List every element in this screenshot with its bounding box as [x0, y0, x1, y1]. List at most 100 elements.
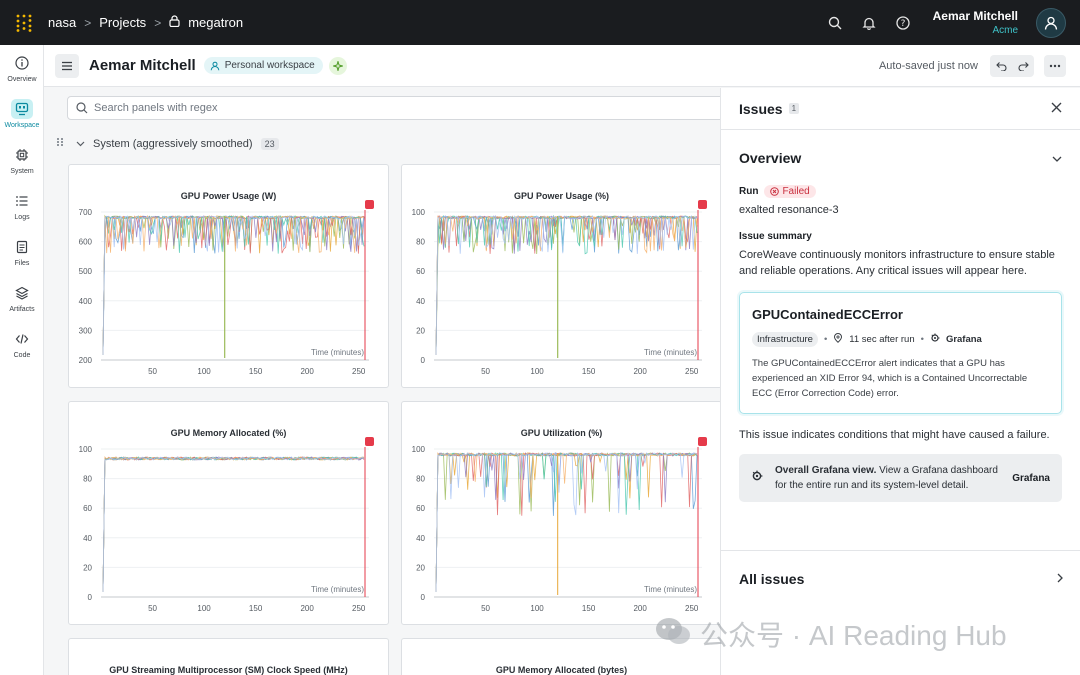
y-tick-label: 200 [79, 356, 93, 365]
separator-dot: • [920, 334, 924, 345]
y-tick-label: 60 [416, 504, 425, 513]
panel-title: GPU Power Usage (W) [180, 191, 277, 201]
y-tick-label: 300 [79, 326, 93, 335]
hamburger-icon [62, 61, 72, 70]
series-line [435, 215, 698, 356]
chart-panel-gpu-memory-percent[interactable]: GPU Memory Allocated (%) 100 80 60 40 20 0 50 1… [68, 401, 389, 625]
chart-panel-sm-clock[interactable]: GPU Streaming Multiprocessor (SM) Clock … [68, 638, 389, 675]
search-placeholder: Search panels with regex [94, 102, 218, 114]
series-line [435, 215, 698, 356]
sparkle-icon[interactable] [328, 56, 347, 75]
undo-button[interactable] [990, 55, 1012, 77]
issue-time: 11 sec after run [849, 334, 915, 345]
x-tick-label: 150 [582, 367, 596, 376]
close-icon[interactable] [1051, 100, 1062, 118]
sidebar-item-overview[interactable]: Overview [0, 45, 44, 91]
breadcrumb-project[interactable]: megatron [188, 15, 244, 30]
search-input[interactable]: Search panels with regex [67, 96, 720, 120]
x-axis-label: Time (minutes) [311, 585, 364, 594]
svg-text:?: ? [900, 19, 905, 29]
search-icon[interactable] [827, 15, 843, 31]
sidebar-item-logs[interactable]: Logs [0, 183, 44, 229]
sidebar-item-label: Code [13, 352, 31, 359]
summary-text: CoreWeave continuously monitors infrastr… [739, 249, 1055, 277]
chart-panel-gpu-memory-bytes[interactable]: GPU Memory Allocated (bytes) [401, 638, 720, 675]
sidebar-item-files[interactable]: Files [0, 229, 44, 275]
y-tick-label: 0 [88, 593, 93, 602]
sidebar-item-artifacts[interactable]: Artifacts [0, 275, 44, 321]
run-name[interactable]: exalted resonance-3 [739, 204, 839, 216]
issue-card[interactable]: GPUContainedECCError Infrastructure • 11… [739, 292, 1062, 414]
series-line [435, 214, 698, 356]
user-info[interactable]: Aemar Mitchell Acme [933, 9, 1018, 36]
autosave-status: Auto-saved just now [878, 59, 978, 72]
drawer-title: Issues [739, 100, 783, 117]
run-row: Run Failed [739, 185, 1062, 198]
y-tick-label: 60 [83, 504, 92, 513]
overview-section: Overview Run Failed exalted resonance-3 … [721, 130, 1080, 502]
chart-panel-gpu-power-watts[interactable]: GPU Power Usage (W) 700 600 500 400 300 200 50… [68, 164, 389, 388]
x-tick-label: 250 [352, 367, 366, 376]
more-icon [1049, 64, 1061, 67]
grafana-icon [930, 333, 940, 346]
wandb-logo-icon[interactable] [0, 14, 48, 32]
y-tick-label: 80 [416, 238, 425, 247]
x-axis-label: Time (minutes) [644, 348, 697, 357]
panel-title: GPU Utilization (%) [520, 428, 603, 438]
chevron-down-icon[interactable] [76, 138, 85, 150]
panel-title: GPU Streaming Multiprocessor (SM) Clock … [109, 665, 348, 675]
series-line [435, 452, 698, 593]
redo-button[interactable] [1012, 55, 1034, 77]
chart-panel-gpu-power-percent[interactable]: GPU Power Usage (%) 100 80 60 40 20 0 50 100 150… [401, 164, 720, 388]
sidebar-item-workspace[interactable]: Workspace [0, 91, 44, 137]
issues-count: 1 [788, 103, 800, 114]
breadcrumb-entity[interactable]: nasa [48, 15, 77, 30]
condition-text: This issue indicates conditions that mig… [739, 429, 1050, 441]
avatar[interactable] [1036, 7, 1066, 38]
alert-flag-icon[interactable] [365, 200, 374, 209]
sidebar-item-code[interactable]: Code [0, 321, 44, 367]
x-tick-label: 200 [300, 367, 314, 376]
page-title: Aemar Mitchell [89, 57, 196, 74]
series-line [102, 215, 365, 356]
series-line [102, 214, 365, 356]
y-tick-label: 100 [412, 445, 426, 454]
chart-panel-gpu-utilization[interactable]: GPU Utilization (%) 100 80 60 40 20 0 50 100 150… [401, 401, 720, 625]
list-icon [11, 191, 33, 211]
panel-title: GPU Power Usage (%) [513, 191, 610, 201]
panel-title: GPU Memory Allocated (%) [170, 428, 287, 438]
sidebar-item-label: Workspace [4, 122, 40, 129]
drag-handle-icon[interactable] [56, 137, 64, 150]
lock-icon [169, 15, 180, 30]
alert-flag-icon[interactable] [698, 437, 707, 446]
alert-flag-icon[interactable] [365, 437, 374, 446]
all-issues-row[interactable]: All issues [721, 550, 1080, 606]
workspace-badge[interactable]: Personal workspace [203, 57, 323, 74]
section-header[interactable]: System (aggressively smoothed) 23 [56, 137, 279, 150]
grafana-callout-bold: Overall Grafana view. [775, 465, 877, 476]
issue-description: The GPUContainedECCError alert indicates… [752, 358, 1028, 399]
chevron-right-icon[interactable] [1057, 570, 1063, 588]
help-icon[interactable]: ? [895, 15, 911, 31]
grafana-link[interactable]: Grafana [1012, 472, 1050, 484]
y-tick-label: 20 [416, 563, 425, 572]
sidebar-item-system[interactable]: System [0, 137, 44, 183]
x-tick-label: 150 [249, 604, 263, 613]
x-tick-label: 200 [633, 367, 647, 376]
overview-header[interactable]: Overview [739, 130, 1062, 185]
alert-flag-icon[interactable] [698, 200, 707, 209]
issues-drawer: Issues 1 Overview Run Failed exalted res… [720, 88, 1080, 675]
issue-source[interactable]: Grafana [945, 334, 982, 345]
chevron-down-icon[interactable] [1052, 149, 1062, 167]
series-line [102, 215, 365, 356]
bell-icon[interactable] [861, 15, 877, 31]
sidebar-item-label: Artifacts [9, 306, 35, 313]
grafana-callout-text: Overall Grafana view. View a Grafana das… [775, 463, 1005, 493]
menu-button[interactable] [55, 53, 79, 78]
more-options-button[interactable] [1044, 54, 1066, 77]
series-line [102, 456, 365, 593]
series-line [435, 215, 698, 356]
status-badge: Failed [764, 185, 816, 198]
breadcrumb-projects[interactable]: Projects [99, 15, 147, 30]
redo-icon [1018, 61, 1029, 71]
